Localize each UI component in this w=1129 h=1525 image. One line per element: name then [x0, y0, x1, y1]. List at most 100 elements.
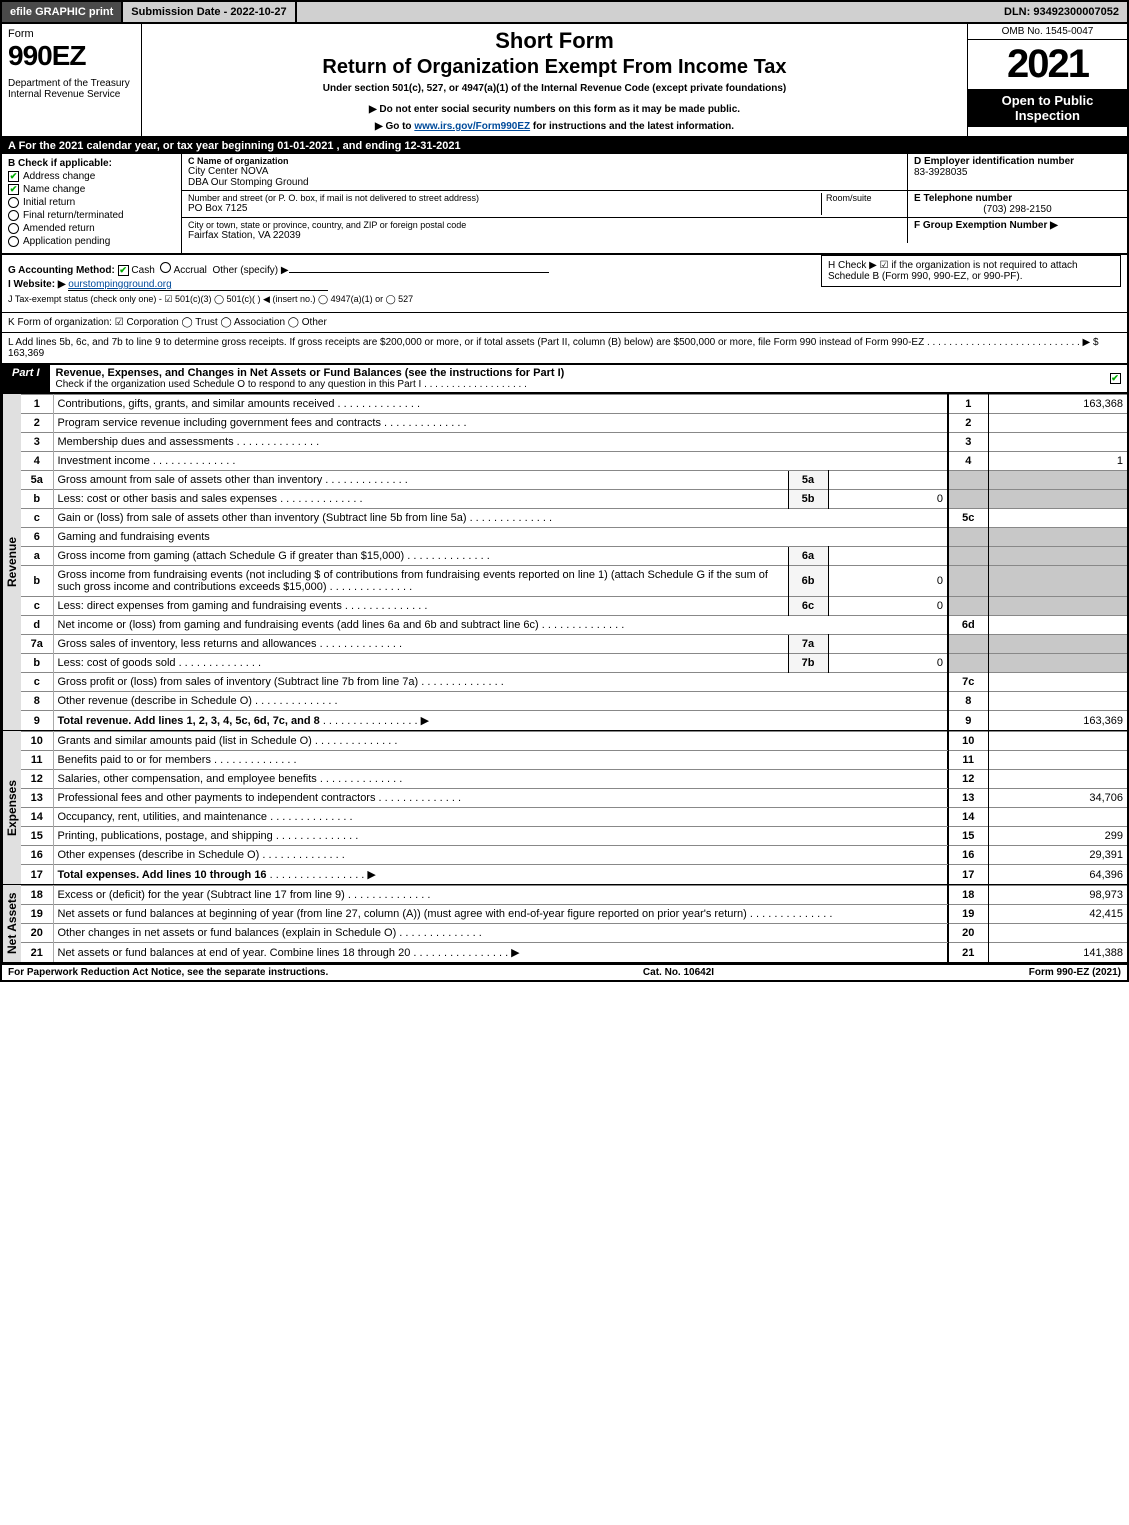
header-center: Short Form Return of Organization Exempt…: [142, 24, 967, 136]
part-1-title: Revenue, Expenses, and Changes in Net As…: [50, 365, 1103, 392]
checkbox-icon: [8, 210, 19, 221]
line-desc: Contributions, gifts, grants, and simila…: [53, 395, 948, 414]
line-desc: Other changes in net assets or fund bala…: [53, 924, 948, 943]
line-desc: Gross income from gaming (attach Schedul…: [53, 547, 788, 566]
mini-line-num: 6a: [788, 547, 828, 566]
line-number: c: [21, 597, 53, 616]
line-number: 6: [21, 528, 53, 547]
net-assets-table: 18Excess or (deficit) for the year (Subt…: [21, 885, 1129, 962]
shaded-cell: [988, 528, 1128, 547]
line-desc: Excess or (deficit) for the year (Subtra…: [53, 886, 948, 905]
form-title-2: Return of Organization Exempt From Incom…: [150, 56, 959, 79]
line-row: 11Benefits paid to or for members . . . …: [21, 751, 1128, 770]
line-desc: Gain or (loss) from sale of assets other…: [53, 509, 948, 528]
line-desc: Occupancy, rent, utilities, and maintena…: [53, 808, 948, 827]
line-row: bGross income from fundraising events (n…: [21, 566, 1128, 597]
line-desc: Total revenue. Add lines 1, 2, 3, 4, 5c,…: [53, 711, 948, 731]
line-number: 11: [21, 751, 53, 770]
form-title-1: Short Form: [150, 28, 959, 54]
directive-2: ▶ Go to www.irs.gov/Form990EZ for instru…: [150, 121, 959, 132]
line-desc: Gross amount from sale of assets other t…: [53, 471, 788, 490]
header-left: Form 990EZ Department of the Treasury In…: [2, 24, 142, 136]
right-line-num: 8: [948, 692, 988, 711]
line-row: bLess: cost of goods sold . . . . . . . …: [21, 654, 1128, 673]
shaded-cell: [948, 654, 988, 673]
line-desc: Gross sales of inventory, less returns a…: [53, 635, 788, 654]
right-line-num: 5c: [948, 509, 988, 528]
line-desc: Benefits paid to or for members . . . . …: [53, 751, 948, 770]
mini-line-num: 6b: [788, 566, 828, 597]
shaded-cell: [948, 566, 988, 597]
right-line-num: 2: [948, 414, 988, 433]
e-label: E Telephone number: [914, 193, 1012, 204]
right-line-num: 9: [948, 711, 988, 731]
line-row: 12Salaries, other compensation, and empl…: [21, 770, 1128, 789]
right-line-val: 299: [988, 827, 1128, 846]
line-row: 3Membership dues and assessments . . . .…: [21, 433, 1128, 452]
shaded-cell: [948, 597, 988, 616]
page-footer: For Paperwork Reduction Act Notice, see …: [0, 964, 1129, 982]
right-line-num: 19: [948, 905, 988, 924]
line-desc: Net assets or fund balances at beginning…: [53, 905, 948, 924]
other-field: [289, 272, 549, 273]
form-number: 990EZ: [8, 40, 135, 72]
right-line-val: 163,369: [988, 711, 1128, 731]
right-line-val: 42,415: [988, 905, 1128, 924]
line-number: 21: [21, 943, 53, 963]
ein-value: 83-3928035: [914, 167, 1121, 178]
line-row: 18Excess or (deficit) for the year (Subt…: [21, 886, 1128, 905]
line-number: b: [21, 490, 53, 509]
right-line-val: 64,396: [988, 865, 1128, 885]
line-row: 8Other revenue (describe in Schedule O) …: [21, 692, 1128, 711]
line-desc: Gross income from fundraising events (no…: [53, 566, 788, 597]
mini-line-val: [828, 547, 948, 566]
footer-left: For Paperwork Reduction Act Notice, see …: [8, 967, 328, 978]
website-link[interactable]: ourstompingground.org: [68, 279, 328, 291]
mini-line-val: 0: [828, 490, 948, 509]
checkbox-icon: ✔: [8, 171, 19, 182]
i-label: I Website: ▶: [8, 279, 66, 290]
right-line-val: [988, 770, 1128, 789]
revenue-side-label: Revenue: [2, 394, 21, 730]
b-item-label: Amended return: [23, 223, 95, 234]
line-number: 8: [21, 692, 53, 711]
shaded-cell: [948, 547, 988, 566]
right-line-val: 141,388: [988, 943, 1128, 963]
line-desc: Salaries, other compensation, and employ…: [53, 770, 948, 789]
b-check-item: Initial return: [8, 197, 175, 208]
section-b: B Check if applicable: ✔Address change✔N…: [2, 154, 182, 253]
mini-line-val: 0: [828, 654, 948, 673]
right-line-val: 34,706: [988, 789, 1128, 808]
line-row: 17Total expenses. Add lines 10 through 1…: [21, 865, 1128, 885]
line-number: d: [21, 616, 53, 635]
b-label: B Check if applicable:: [8, 158, 175, 169]
irs-link[interactable]: www.irs.gov/Form990EZ: [414, 121, 530, 132]
c-name-label: C Name of organization: [188, 156, 289, 166]
line-row: 19Net assets or fund balances at beginni…: [21, 905, 1128, 924]
line-row: 21Net assets or fund balances at end of …: [21, 943, 1128, 963]
checkbox-icon: [8, 236, 19, 247]
line-row: 9Total revenue. Add lines 1, 2, 3, 4, 5c…: [21, 711, 1128, 731]
line-row: 6Gaming and fundraising events: [21, 528, 1128, 547]
b-item-label: Final return/terminated: [23, 210, 124, 221]
shaded-cell: [948, 490, 988, 509]
mini-line-val: 0: [828, 566, 948, 597]
line-number: b: [21, 566, 53, 597]
line-desc: Net income or (loss) from gaming and fun…: [53, 616, 948, 635]
omb-number: OMB No. 1545-0047: [968, 24, 1127, 40]
j-line: J Tax-exempt status (check only one) - ☑…: [8, 294, 1121, 305]
line-row: 2Program service revenue including gover…: [21, 414, 1128, 433]
directive-2-post: for instructions and the latest informat…: [530, 121, 734, 132]
right-line-num: 1: [948, 395, 988, 414]
line-number: b: [21, 654, 53, 673]
mini-line-num: 6c: [788, 597, 828, 616]
line-desc: Total expenses. Add lines 10 through 16 …: [53, 865, 948, 885]
line-number: 2: [21, 414, 53, 433]
right-line-num: 13: [948, 789, 988, 808]
shaded-cell: [988, 654, 1128, 673]
line-desc: Professional fees and other payments to …: [53, 789, 948, 808]
right-line-val: [988, 751, 1128, 770]
city-label: City or town, state or province, country…: [188, 220, 901, 230]
right-line-val: [988, 616, 1128, 635]
shaded-cell: [948, 635, 988, 654]
